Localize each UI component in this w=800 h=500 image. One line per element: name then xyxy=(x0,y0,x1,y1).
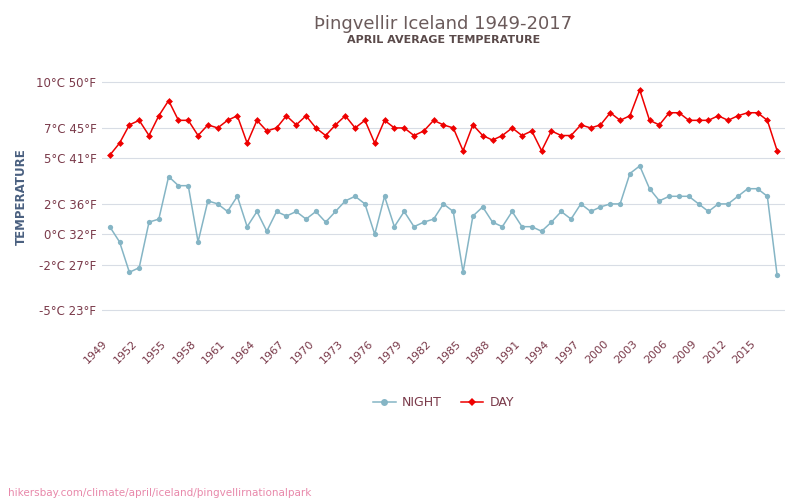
Text: APRIL AVERAGE TEMPERATURE: APRIL AVERAGE TEMPERATURE xyxy=(347,34,540,44)
Y-axis label: TEMPERATURE: TEMPERATURE xyxy=(15,148,28,244)
Text: hikersbay.com/climate/april/iceland/þingvellirnationalpark: hikersbay.com/climate/april/iceland/þing… xyxy=(8,488,311,498)
Legend: NIGHT, DAY: NIGHT, DAY xyxy=(368,392,518,414)
Title: Þingvellir Iceland 1949-2017: Þingvellir Iceland 1949-2017 xyxy=(314,15,573,33)
